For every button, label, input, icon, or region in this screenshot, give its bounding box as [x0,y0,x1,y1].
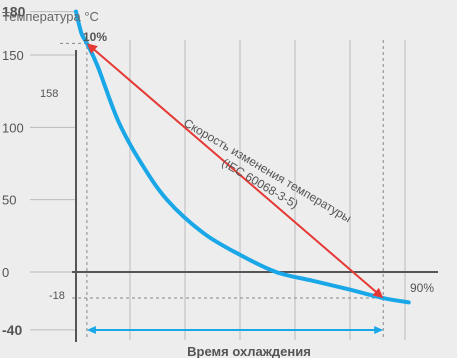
end-percent-label: 90% [410,281,434,295]
y-tick-label: 150 [2,48,24,63]
cooling-time-bracket [86,326,384,334]
start-percent-label: 10% [83,30,107,44]
start-value-label: 158 [40,88,58,100]
rate-arrow [86,43,384,299]
rate-annotation-line1: Скорость изменения температуры [181,116,354,226]
y-axis-label: Температура °С [2,9,99,24]
end-value-label: -18 [49,290,65,302]
y-tick-label: 50 [2,193,16,208]
y-tick-label: 0 [2,265,9,280]
y-tick-label: 100 [2,120,24,135]
y-tick-label: 180 [2,4,26,20]
x-axis-label: Время охлаждения [187,344,311,358]
y-tick-label: -40 [2,322,22,338]
